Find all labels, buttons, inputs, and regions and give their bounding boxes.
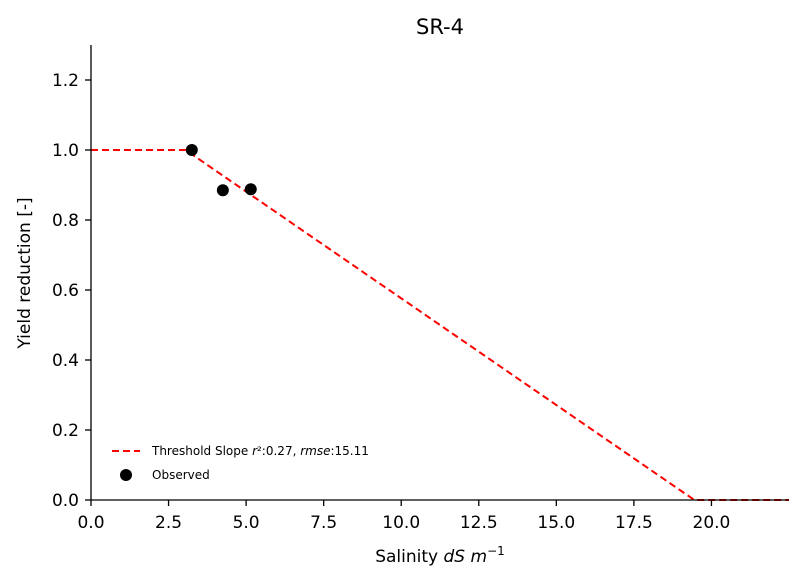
x-tick-label: 15.0 <box>537 513 575 533</box>
observed-point <box>216 184 229 197</box>
x-tick-label: 20.0 <box>693 513 731 533</box>
observed-points-layer <box>185 144 257 197</box>
y-tick-label: 0.4 <box>52 351 79 371</box>
y-tick-label: 0.0 <box>52 491 79 511</box>
observed-point <box>244 183 257 196</box>
y-axis-ticks: 0.0 0.2 0.4 0.6 0.8 1.0 1.2 <box>52 71 91 511</box>
legend: Threshold Slope r²:0.27, rmse:15.11 Obse… <box>112 444 369 482</box>
x-tick-label: 2.5 <box>155 513 182 533</box>
y-tick-label: 0.2 <box>52 421 79 441</box>
x-tick-label: 5.0 <box>233 513 260 533</box>
legend-label-observed: Observed <box>152 468 210 482</box>
x-axis-ticks: 0.0 2.5 5.0 7.5 10.0 12.5 15.0 17.5 20.0 <box>77 500 730 533</box>
x-tick-label: 17.5 <box>615 513 653 533</box>
x-tick-label: 7.5 <box>310 513 337 533</box>
plot-area: 0.0 2.5 5.0 7.5 10.0 12.5 15.0 17.5 20.0 0.00.20… <box>52 45 789 533</box>
chart-title: SR-4 <box>416 15 464 39</box>
x-tick-label: 10.0 <box>382 513 420 533</box>
x-tick-label: 0.0 <box>77 513 104 533</box>
x-tick-label: 12.5 <box>460 513 498 533</box>
observed-point <box>185 144 198 156</box>
y-tick-label: 0.8 <box>52 211 79 231</box>
y-tick-label: 0.6 <box>52 281 79 301</box>
legend-label-threshold-slope: Threshold Slope r²:0.27, rmse:15.11 <box>151 444 369 458</box>
y-axis-label: Yield reduction [-] <box>15 197 35 349</box>
y-tick-label: 1.2 <box>52 71 79 91</box>
x-axis-label: Salinity dS m−1 <box>375 544 505 567</box>
legend-marker-observed <box>120 469 132 481</box>
y-tick-label: 1.0 <box>52 141 79 161</box>
